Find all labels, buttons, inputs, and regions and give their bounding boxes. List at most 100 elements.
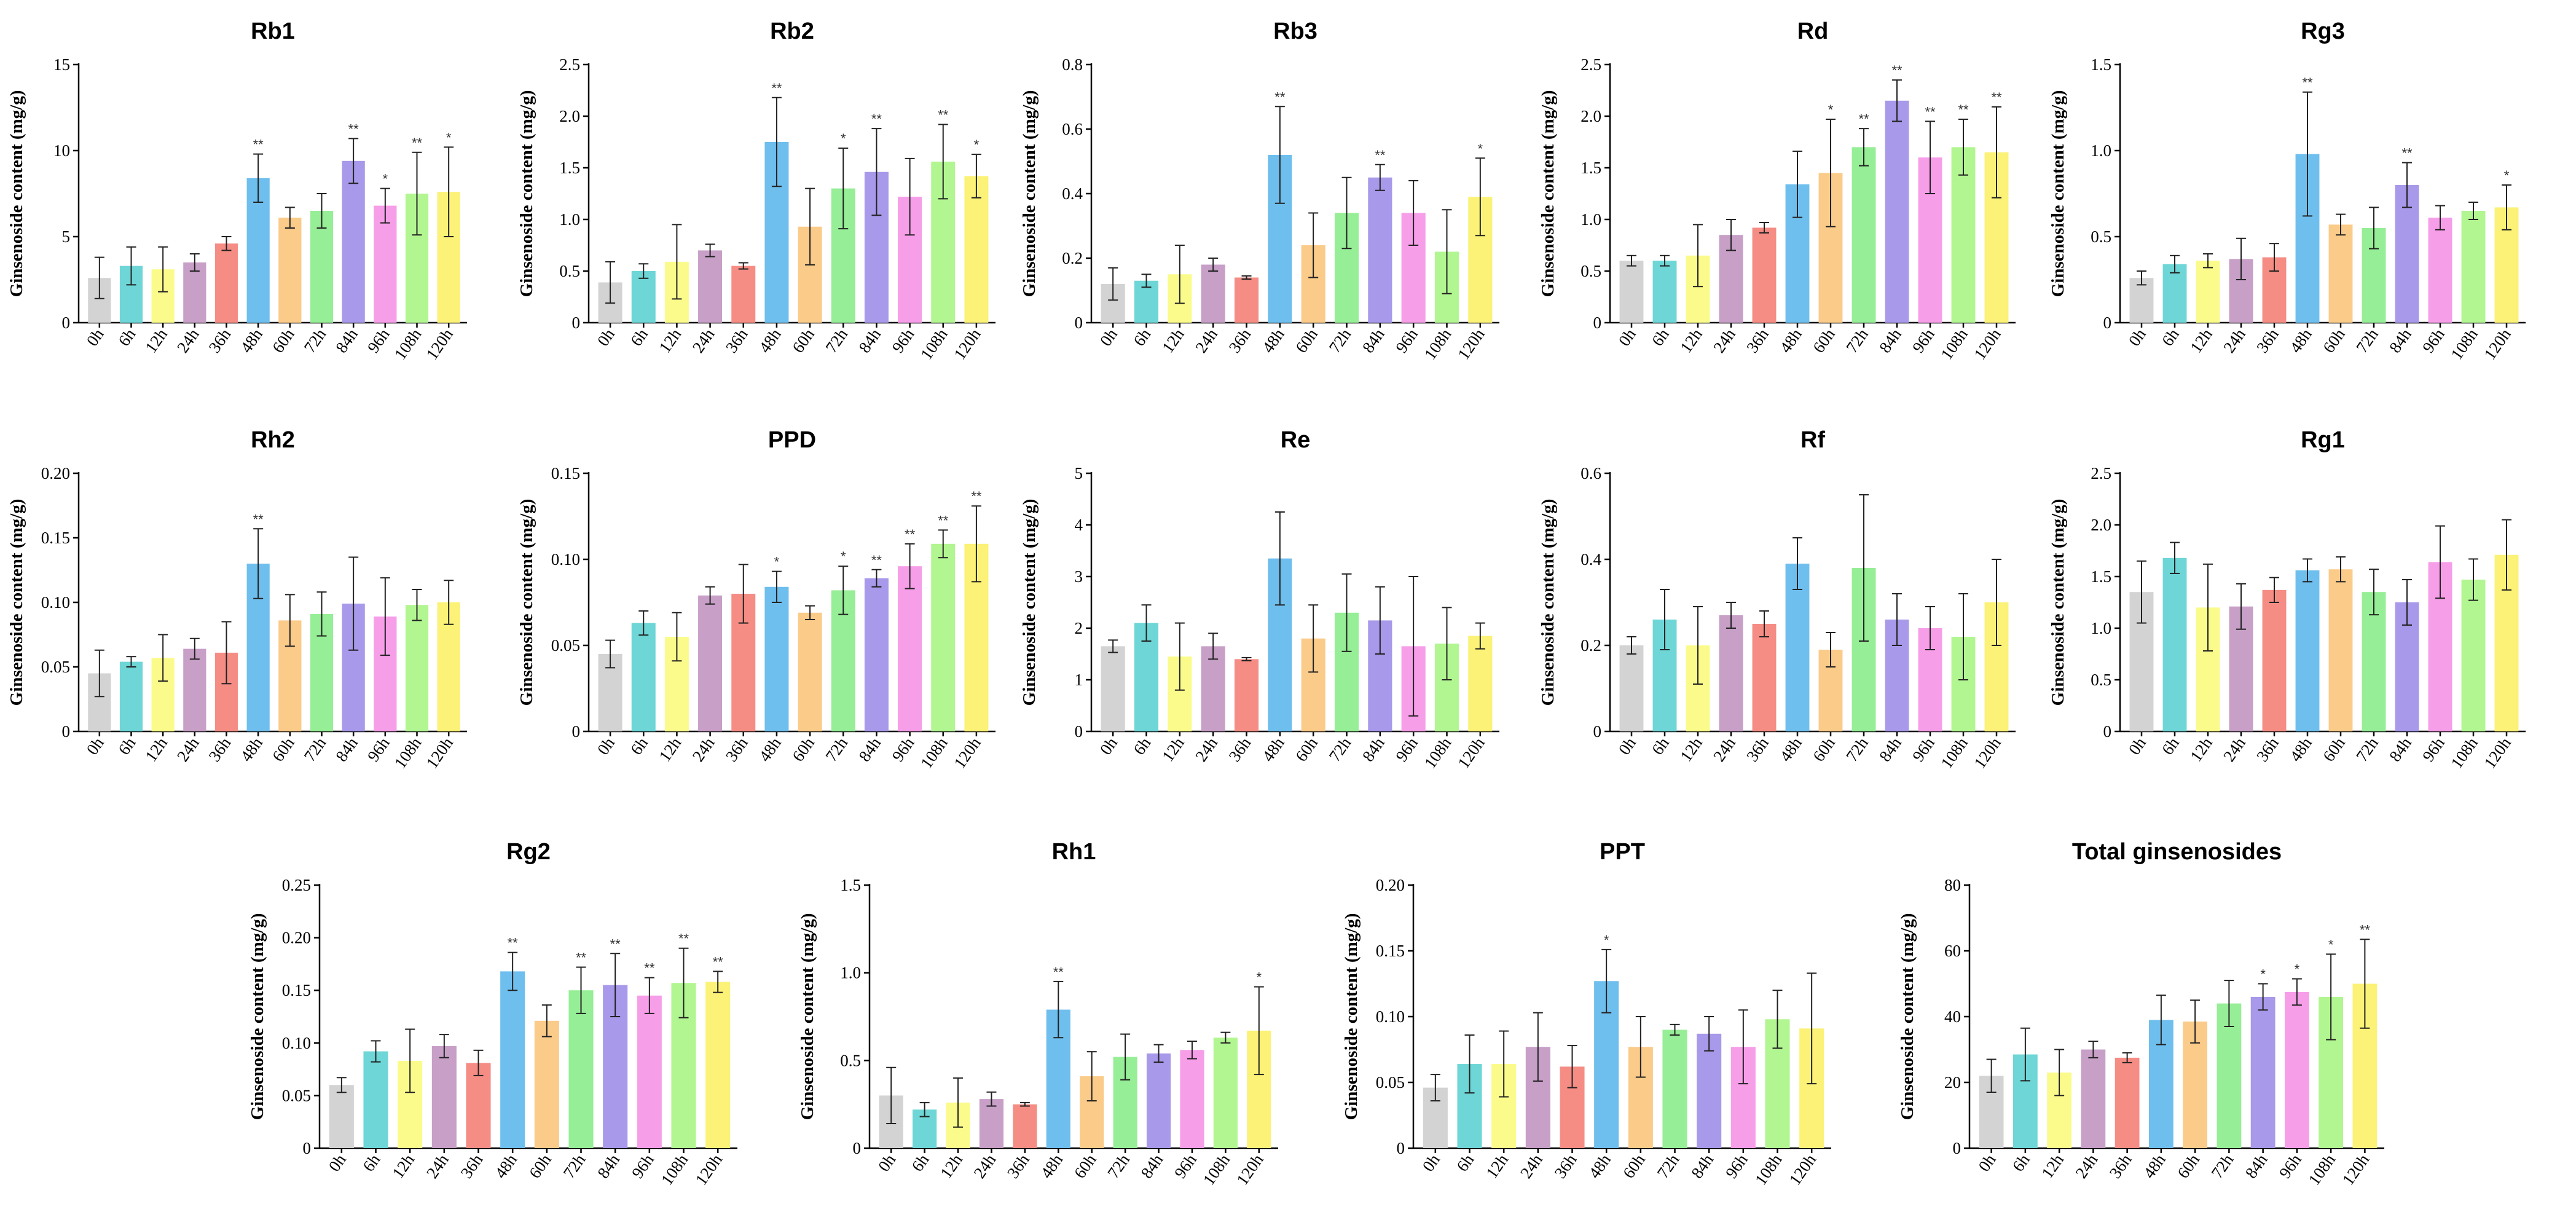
y-tick-label: 0 <box>572 313 581 332</box>
chart-title: Rg3 <box>2301 18 2345 44</box>
bar <box>183 262 206 323</box>
y-tick-label: 0.15 <box>41 529 70 547</box>
x-tick-label: 24h <box>2071 1151 2101 1182</box>
significance-label: ** <box>971 489 982 504</box>
significance-label: ** <box>1991 90 2002 105</box>
significance-label: * <box>2260 967 2266 982</box>
x-tick-label: 36h <box>2253 325 2282 356</box>
x-tick-label: 84h <box>855 734 885 765</box>
significance-label: ** <box>905 527 916 542</box>
significance-label: ** <box>1958 102 1969 117</box>
y-tick-label: 0 <box>303 1139 312 1157</box>
x-tick-label: 48h <box>1259 325 1288 356</box>
significance-label: ** <box>644 961 655 976</box>
x-tick-label: 12h <box>1158 734 1188 765</box>
x-tick-label: 0h <box>1615 734 1639 758</box>
chart-title: Re <box>1281 427 1311 453</box>
bar <box>2295 570 2320 731</box>
chart-title: Total ginsenosides <box>2072 839 2282 865</box>
bar <box>979 1099 1004 1148</box>
x-tick-label: 96h <box>2276 1151 2305 1182</box>
x-tick-label: 24h <box>2220 734 2249 765</box>
x-tick-label: 96h <box>1909 734 1938 765</box>
bar <box>698 595 723 731</box>
bar <box>1234 659 1259 731</box>
x-tick-label: 36h <box>1743 734 1772 765</box>
x-tick-label: 24h <box>689 325 718 356</box>
bar <box>466 1063 491 1148</box>
bar <box>1013 1104 1037 1148</box>
significance-label: * <box>2504 168 2510 183</box>
y-tick-label: 5 <box>1075 464 1083 482</box>
bar <box>631 623 656 731</box>
x-tick-label: 6h <box>627 734 651 758</box>
bar <box>1180 1050 1204 1148</box>
y-tick-label: 0 <box>1075 722 1083 741</box>
x-tick-label: 0h <box>1096 734 1121 758</box>
y-axis-label: Ginsenoside content (mg/g) <box>1019 499 1039 706</box>
x-tick-label: 96h <box>1171 1151 1200 1182</box>
x-tick-label: 60h <box>1070 1151 1100 1182</box>
x-tick-label: 12h <box>656 325 685 356</box>
chart-title: PPT <box>1600 839 1645 865</box>
x-tick-label: 120h <box>950 734 984 772</box>
chart-panel-rf: Rf Ginsenoside content (mg/g) 0 0.2 0.4 0.6 0h… <box>1538 427 2016 772</box>
bar <box>342 160 365 323</box>
x-tick-label: 108h <box>2447 325 2481 363</box>
x-tick-label: 84h <box>2386 325 2415 356</box>
y-tick-label: 3 <box>1075 567 1083 586</box>
x-tick-label: 72h <box>822 734 851 765</box>
significance-label: ** <box>2360 922 2371 937</box>
y-tick-label: 0 <box>1953 1139 1961 1157</box>
y-tick-label: 0 <box>1397 1139 1405 1157</box>
bar <box>1662 1030 1687 1148</box>
significance-label: ** <box>771 81 782 96</box>
y-tick-label: 1.0 <box>840 964 861 982</box>
y-axis-label: Ginsenoside content (mg/g) <box>1019 90 1039 297</box>
y-tick-label: 1.0 <box>2091 619 2111 637</box>
x-tick-label: 48h <box>1585 1151 1614 1182</box>
x-tick-label: 12h <box>388 1151 418 1182</box>
bar <box>1619 261 1644 323</box>
chart-panel-rd: Rd Ginsenoside content (mg/g) 0 0.5 1.0 1.5 2.… <box>1538 18 2016 363</box>
x-tick-label: 96h <box>2419 734 2448 765</box>
y-tick-label: 1.5 <box>1581 159 1601 177</box>
chart-title: Rb3 <box>1273 18 1317 44</box>
x-tick-label: 84h <box>1875 325 1905 356</box>
x-tick-label: 120h <box>1970 734 2005 772</box>
x-tick-label: 96h <box>1392 734 1421 765</box>
bar <box>637 995 662 1148</box>
x-tick-label: 12h <box>1676 325 1706 356</box>
y-tick-label: 0.10 <box>551 550 580 569</box>
x-tick-label: 24h <box>1710 325 1739 356</box>
bar <box>964 176 989 323</box>
y-tick-label: 2.5 <box>559 55 580 74</box>
x-tick-label: 108h <box>1421 734 1455 772</box>
y-tick-label: 80 <box>1944 876 1961 894</box>
y-axis-label: Ginsenoside content (mg/g) <box>248 913 267 1121</box>
bar <box>2081 1049 2106 1148</box>
bar <box>2162 557 2187 731</box>
y-axis-label: Ginsenoside content (mg/g) <box>517 499 536 706</box>
y-tick-label: 0.4 <box>1062 184 1083 203</box>
x-tick-label: 72h <box>560 1151 589 1182</box>
bar <box>1368 177 1392 323</box>
significance-label: * <box>1478 141 1483 156</box>
bar <box>764 586 789 731</box>
bar <box>278 218 302 323</box>
x-tick-label: 108h <box>1937 734 1971 772</box>
x-tick-label: 0h <box>83 734 108 758</box>
bar <box>698 250 723 323</box>
y-tick-label: 0 <box>2103 722 2112 741</box>
x-tick-label: 72h <box>300 325 330 356</box>
bar <box>363 1051 388 1148</box>
x-tick-label: 12h <box>937 1151 966 1182</box>
bar <box>2196 261 2220 323</box>
chart-title: Rh1 <box>1052 839 1096 865</box>
bar <box>864 578 889 731</box>
x-tick-label: 6h <box>114 734 139 758</box>
x-tick-label: 36h <box>205 325 235 356</box>
bar <box>2250 996 2276 1148</box>
chart-panel-ppt: PPT Ginsenoside content (mg/g) 0 0.05 0.10 0.… <box>1341 839 1831 1189</box>
x-tick-label: 36h <box>1743 325 1772 356</box>
